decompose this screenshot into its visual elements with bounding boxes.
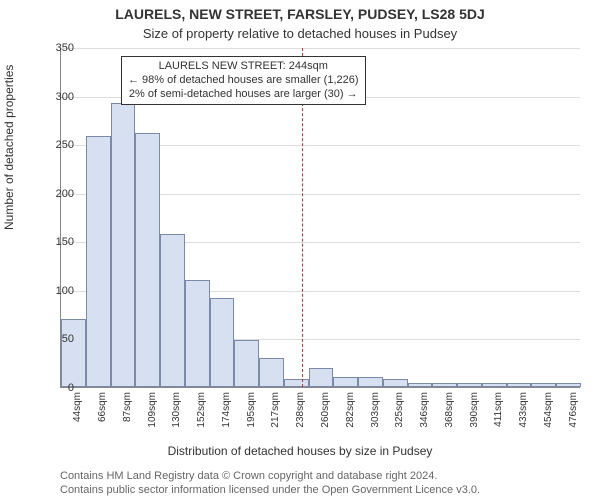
annotation-line: LAURELS NEW STREET: 244sqm	[128, 60, 359, 74]
x-tick-label: 130sqm	[171, 392, 182, 432]
y-tick-label: 350	[44, 42, 74, 54]
bar	[210, 298, 235, 387]
y-tick-label: 0	[44, 382, 74, 394]
bar	[309, 368, 334, 387]
x-tick-label: 433sqm	[518, 392, 529, 432]
bar	[482, 383, 507, 387]
y-tick-label: 100	[44, 285, 74, 297]
gridline	[61, 48, 580, 49]
footer-text-1: Contains HM Land Registry data © Crown c…	[60, 470, 437, 482]
bar	[432, 383, 457, 387]
x-axis-label: Distribution of detached houses by size …	[0, 444, 600, 458]
x-tick-label: 390sqm	[469, 392, 480, 432]
bar	[185, 280, 210, 387]
x-tick-label: 87sqm	[122, 392, 133, 432]
bar	[457, 383, 482, 387]
x-tick-label: 66sqm	[97, 392, 108, 432]
plot-area: LAURELS NEW STREET: 244sqm← 98% of detac…	[60, 48, 580, 388]
x-tick-label: 454sqm	[543, 392, 554, 432]
chart-container: LAURELS, NEW STREET, FARSLEY, PUDSEY, LS…	[0, 0, 600, 500]
x-tick-label: 346sqm	[419, 392, 430, 432]
bar	[556, 383, 581, 387]
annotation-box: LAURELS NEW STREET: 244sqm← 98% of detac…	[121, 56, 366, 105]
annotation-line: ← 98% of detached houses are smaller (1,…	[128, 74, 359, 88]
x-tick-label: 109sqm	[147, 392, 158, 432]
y-tick-label: 250	[44, 139, 74, 151]
bar	[284, 379, 309, 387]
x-tick-label: 368sqm	[444, 392, 455, 432]
bar	[358, 377, 383, 387]
x-tick-label: 260sqm	[320, 392, 331, 432]
bar	[135, 133, 160, 388]
x-tick-label: 303sqm	[370, 392, 381, 432]
x-tick-label: 174sqm	[221, 392, 232, 432]
bar	[86, 136, 111, 387]
bar	[61, 319, 86, 387]
x-tick-label: 238sqm	[295, 392, 306, 432]
x-tick-label: 411sqm	[493, 392, 504, 432]
footer-text-2: Contains public sector information licen…	[60, 484, 480, 496]
chart-title-main: LAURELS, NEW STREET, FARSLEY, PUDSEY, LS…	[0, 6, 600, 22]
bar	[111, 103, 136, 387]
x-tick-label: 44sqm	[72, 392, 83, 432]
bar	[383, 379, 408, 387]
bar	[507, 383, 532, 387]
annotation-line: 2% of semi-detached houses are larger (3…	[128, 88, 359, 102]
y-axis-label: Number of detached properties	[2, 65, 16, 230]
y-tick-label: 50	[44, 333, 74, 345]
chart-subtitle: Size of property relative to detached ho…	[0, 26, 600, 41]
y-tick-label: 150	[44, 236, 74, 248]
x-tick-label: 325sqm	[394, 392, 405, 432]
y-tick-label: 200	[44, 188, 74, 200]
y-tick-label: 300	[44, 91, 74, 103]
x-tick-label: 282sqm	[345, 392, 356, 432]
x-tick-label: 152sqm	[196, 392, 207, 432]
bar	[160, 234, 185, 387]
x-tick-label: 195sqm	[246, 392, 257, 432]
x-tick-label: 476sqm	[568, 392, 579, 432]
x-tick-label: 217sqm	[270, 392, 281, 432]
bar	[234, 340, 259, 387]
bar	[408, 383, 433, 387]
bar	[531, 383, 556, 387]
bar	[259, 358, 284, 387]
bar	[333, 377, 358, 387]
